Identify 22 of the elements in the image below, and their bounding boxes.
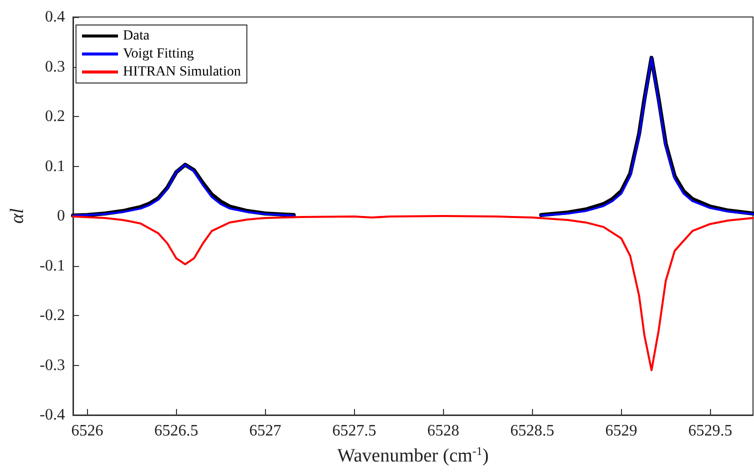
x-tick-label: 6528.5 bbox=[510, 422, 554, 440]
y-axis-title: αl bbox=[7, 208, 28, 224]
x-tick-label: 6528 bbox=[427, 422, 460, 440]
x-tick-label: 6529 bbox=[605, 422, 638, 440]
x-tick-label: 6527.5 bbox=[332, 422, 376, 440]
legend-label: Data bbox=[123, 28, 150, 44]
y-tick-label: -0.1 bbox=[40, 257, 65, 274]
y-tick-label: 0 bbox=[57, 208, 65, 224]
x-tick-label: 6526.5 bbox=[154, 422, 198, 440]
legend-label: HITRAN Simulation bbox=[123, 64, 241, 80]
y-tick-label: 0.3 bbox=[45, 58, 65, 76]
y-tick-label: -0.2 bbox=[40, 307, 65, 324]
x-tick-label: 6527 bbox=[249, 422, 282, 440]
y-tick-label: -0.3 bbox=[40, 356, 65, 374]
x-tick-label: 6526 bbox=[71, 422, 104, 440]
y-tick-label: 0.1 bbox=[45, 158, 65, 175]
y-tick-label: 0.4 bbox=[45, 8, 65, 26]
y-tick-label: -0.4 bbox=[40, 406, 65, 424]
legend-label: Voigt Fitting bbox=[123, 46, 194, 62]
line-series bbox=[72, 215, 754, 372]
y-tick-label: 0.2 bbox=[45, 108, 65, 125]
x-tick-label: 6529.5 bbox=[688, 422, 732, 440]
